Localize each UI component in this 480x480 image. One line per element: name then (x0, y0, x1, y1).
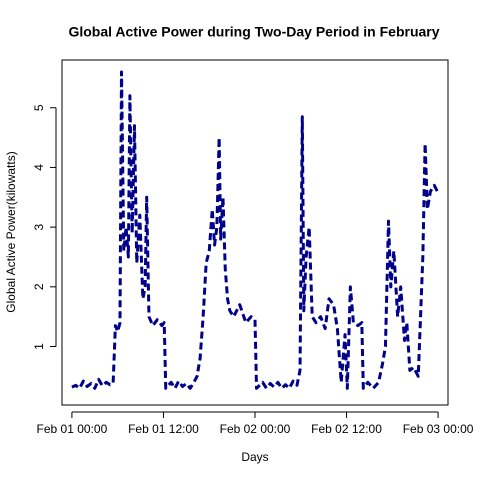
y-tick-label: 4 (32, 164, 46, 171)
x-tick-label: Feb 01 00:00 (37, 422, 108, 436)
chart-title: Global Active Power during Two-Day Perio… (68, 24, 439, 40)
data-line (71, 70, 439, 390)
plot-frame (61, 59, 449, 406)
x-tick-label: Feb 01 12:00 (128, 422, 199, 436)
x-tick-label: Feb 03 00:00 (403, 422, 474, 436)
x-tick-label: Feb 02 00:00 (220, 422, 291, 436)
y-tick-label: 5 (32, 104, 46, 111)
y-tick-label: 2 (32, 283, 46, 290)
x-tick-label: Feb 02 12:00 (311, 422, 382, 436)
y-tick-label: 3 (32, 223, 46, 230)
y-tick-label: 1 (32, 343, 46, 350)
y-axis-label: Global Active Power(kilowatts) (4, 151, 18, 312)
x-axis-label: Days (241, 450, 268, 464)
